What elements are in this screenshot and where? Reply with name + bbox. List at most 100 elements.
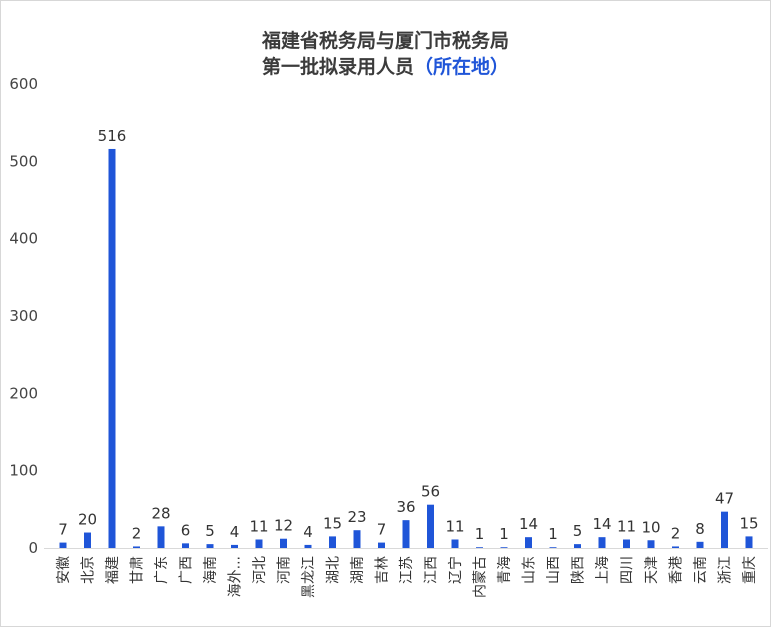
bar [721,511,728,548]
data-label: 2 [671,524,681,542]
bar [451,539,459,548]
bar [182,543,189,548]
bar [427,504,434,548]
x-tick-label: 吉林 [375,556,391,584]
x-tick-label: 天津 [644,556,660,584]
x-tick-label: 辽宁 [447,556,464,584]
bar [598,537,606,548]
bar [378,542,385,548]
data-label: 23 [347,508,366,526]
x-tick-label: 重庆 [742,556,758,584]
x-tick-label: 海外... [228,556,244,597]
x-tick-label: 甘肃 [130,556,146,584]
data-label: 8 [695,520,705,538]
x-tick-label: 黑龙江 [301,556,317,598]
data-label: 7 [58,521,68,539]
x-tick-label: 湖南 [350,556,366,584]
x-tick-label: 内蒙古 [473,556,489,598]
bars [59,148,753,549]
y-tick-label: 600 [9,75,38,93]
bar [672,546,679,548]
data-label: 2 [132,524,142,542]
bar [59,542,67,548]
x-tick-label: 青海 [497,556,513,584]
data-label: 7 [377,521,387,539]
data-label: 10 [641,518,660,536]
data-label: 11 [445,517,464,535]
x-tick-label: 江西 [424,556,440,584]
bar [402,520,410,548]
data-label: 28 [151,504,170,522]
bar [745,536,753,548]
chart-title-line2: 第一批拟录用人员（所在地） [0,54,771,80]
data-label: 4 [230,523,240,541]
x-tick-label: 广东 [154,556,170,584]
x-tick-label: 河南 [277,556,293,584]
bar [329,536,336,548]
x-tick-label: 河北 [252,556,268,584]
chart-title-accent: （所在地） [414,56,510,78]
x-tick-label: 江苏 [399,556,415,584]
x-tick-label: 山西 [546,556,562,584]
x-tick-label: 云南 [693,556,709,584]
data-label: 56 [421,483,440,501]
y-tick-label: 500 [9,152,38,170]
data-label: 11 [617,517,636,535]
data-label: 36 [396,498,415,516]
bar [525,537,532,548]
x-tick-label: 山东 [522,556,538,584]
bar [231,544,238,548]
x-tick-label: 广西 [179,556,195,584]
bar [108,148,116,548]
bar [84,532,91,548]
y-axis: 0 100 200 300 400 500 600 [9,75,38,557]
y-tick-label: 0 [28,539,38,557]
data-label: 5 [573,522,583,540]
data-label: 1 [475,525,485,543]
bar [280,538,287,548]
x-tick-label: 湖北 [326,556,342,584]
x-tick-label: 上海 [595,556,611,584]
data-label: 15 [739,514,758,532]
x-tick-label: 福建 [105,556,121,584]
data-label: 14 [519,515,538,533]
bar [623,539,630,548]
x-tick-label: 浙江 [718,556,734,584]
bar [157,526,165,548]
y-tick-label: 400 [9,230,38,248]
data-label: 4 [303,523,313,541]
data-label: 516 [98,127,127,145]
x-tick-label: 陕西 [571,556,587,584]
bar [476,547,483,549]
bar [549,547,557,549]
x-axis: 安徽 北京 福建 甘肃 广东 广西 海南 海外... 河北 河南 黑龙江 湖北 湖南 吉林 江苏 江西 辽宁 内蒙… [44,548,768,598]
x-tick-label: 四川 [620,556,636,584]
chart-title-line1: 福建省税务局与厦门市税务局 [261,30,509,52]
bar [353,530,361,548]
x-tick-label: 安徽 [56,556,72,584]
bar [255,539,263,548]
y-tick-label: 100 [9,462,38,480]
data-label: 1 [548,525,558,543]
data-label: 5 [205,522,215,540]
chart-title: 福建省税务局与厦门市税务局 第一批拟录用人员（所在地） [0,28,771,80]
data-label: 47 [715,490,734,508]
bar [304,544,312,548]
data-label: 15 [323,514,342,532]
data-label: 20 [78,511,97,529]
data-label: 14 [592,515,611,533]
bar [500,547,508,549]
bar [206,544,214,548]
y-tick-label: 300 [9,307,38,325]
data-label: 1 [499,525,509,543]
data-label: 11 [249,517,268,535]
y-tick-label: 200 [9,384,38,402]
x-tick-label: 北京 [81,556,97,584]
bar [696,541,704,548]
data-label: 6 [181,521,191,539]
bar [133,546,140,548]
x-tick-label: 海南 [203,556,219,584]
